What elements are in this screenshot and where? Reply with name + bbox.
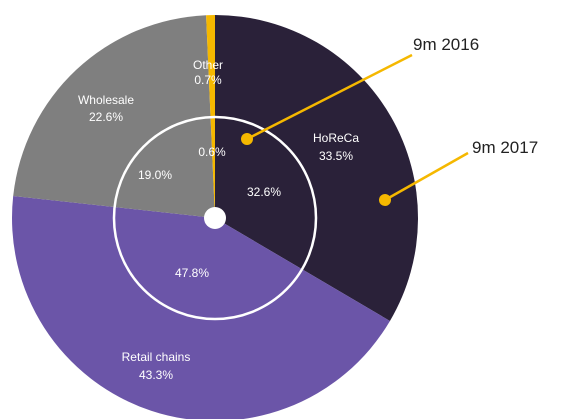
callout-outer-marker [379, 194, 391, 206]
callout-inner-text: 9m 2016 [413, 35, 479, 54]
slice-retail-chains [12, 196, 390, 419]
label-retail-outer-value: 43.3% [139, 368, 173, 382]
label-other-outer-name: Other [193, 58, 223, 72]
label-wholesale-name: Wholesale [78, 93, 134, 107]
callout-outer-line [384, 151, 469, 202]
label-horeca-outer-value: 33.5% [319, 149, 353, 163]
label-other-outer-value: 0.7% [194, 73, 222, 87]
center-hole [204, 207, 226, 229]
callout-inner-marker [241, 133, 253, 145]
label-other-inner-value: 0.6% [198, 145, 226, 159]
label-horeca-inner-value: 32.6% [247, 185, 281, 199]
slice-horeca [215, 15, 419, 321]
label-retail-inner-value: 47.8% [175, 266, 209, 280]
callout-inner-line [246, 53, 413, 141]
outer-ring-slices [12, 15, 419, 419]
callout-outer-text: 9m 2017 [472, 138, 538, 157]
label-retail-name: Retail chains [122, 350, 191, 364]
label-wholesale-inner-value: 19.0% [138, 168, 172, 182]
slice-wholesale [13, 15, 215, 219]
inner-ring-divider [112, 115, 318, 321]
label-wholesale-value: 22.6% [89, 110, 123, 124]
label-horeca-name: HoReCa [313, 131, 359, 145]
